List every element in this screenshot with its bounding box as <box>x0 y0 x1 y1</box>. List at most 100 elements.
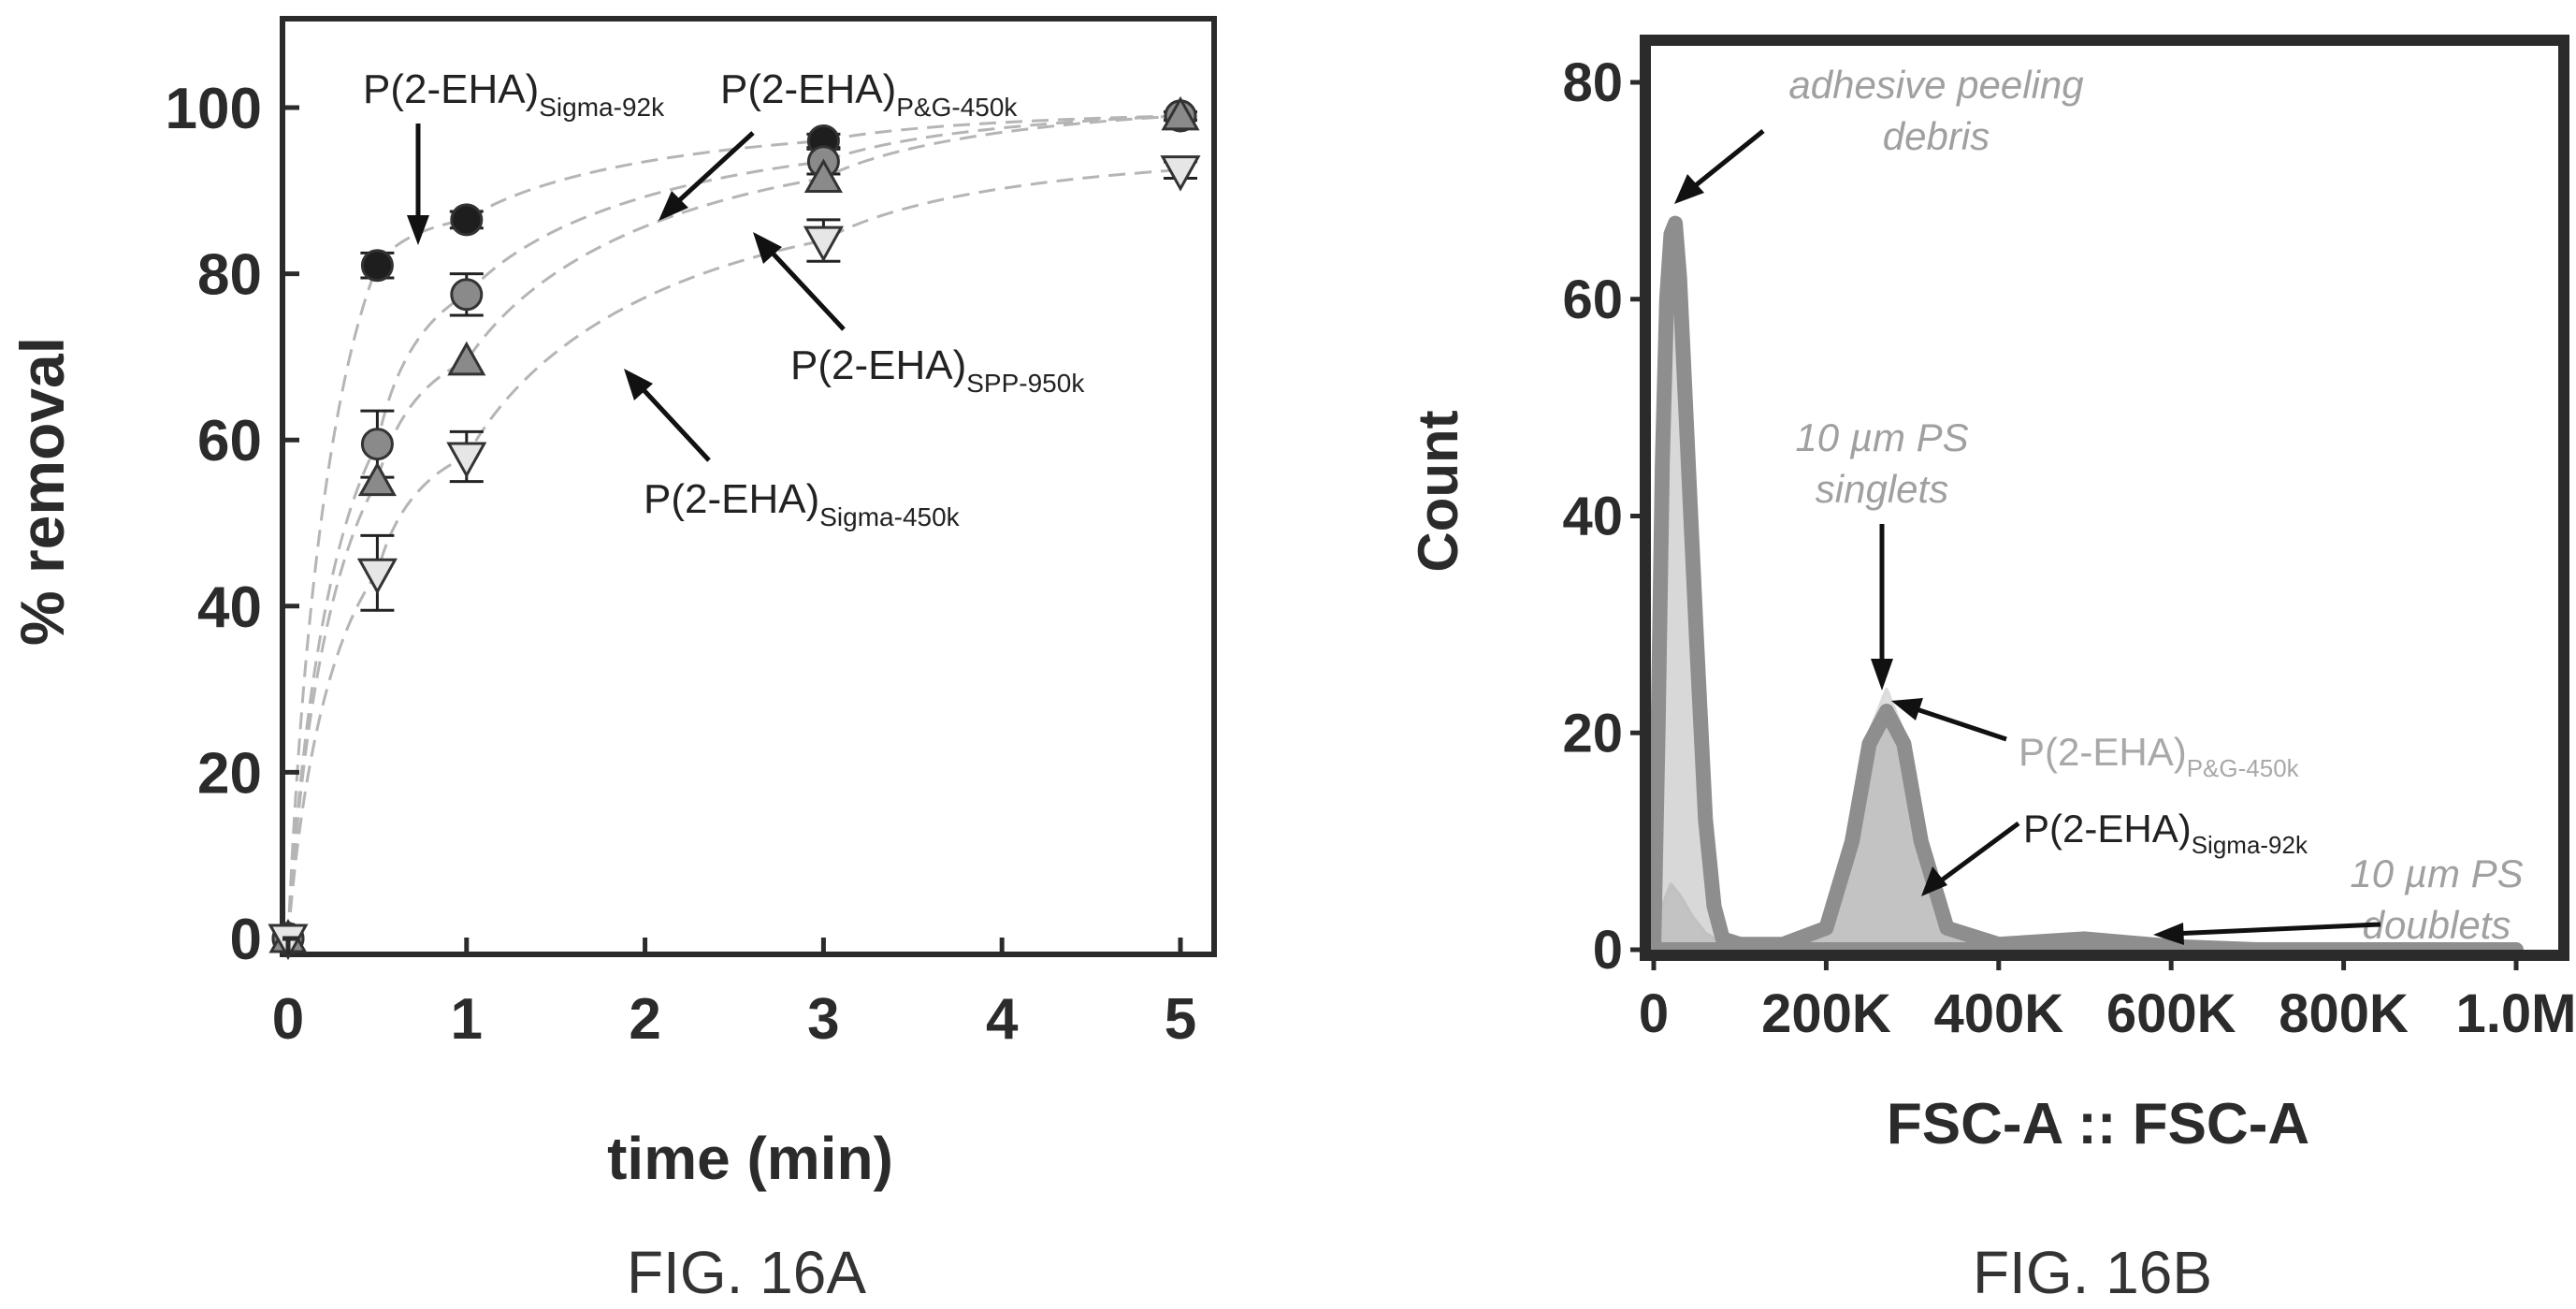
figure-label-16a: FIG. 16A <box>627 1239 866 1306</box>
arrow-line <box>763 243 846 331</box>
y-tick-label: 40 <box>1562 487 1623 547</box>
arrowhead <box>1871 659 1893 691</box>
y-axis-label-16a: % removal <box>7 337 77 646</box>
data-point <box>450 278 484 312</box>
data-point <box>357 461 397 497</box>
x-tick-label: 5 <box>1165 987 1196 1052</box>
y-tick-label: 0 <box>230 908 262 972</box>
annotation-main: P(2-EHA) <box>790 342 966 388</box>
fit-curve <box>286 114 1181 939</box>
arrowhead <box>2153 923 2184 945</box>
y-tick-labels-16a: 0 20 40 60 80 100 <box>166 77 262 972</box>
x-tick-label: 2 <box>629 987 660 1052</box>
annotation-line1: adhesive peeling <box>1788 63 2083 107</box>
x-axis-label-16a: time (min) <box>607 1125 893 1192</box>
x-tick-label: 3 <box>807 987 839 1052</box>
arrow-line <box>1689 129 1765 191</box>
arrow-line <box>634 380 711 462</box>
error-bars-16a <box>360 109 1197 612</box>
arrow-line <box>2171 922 2381 937</box>
annotation-main: P(2-EHA) <box>644 476 819 522</box>
histogram-fills-16b <box>1646 215 2524 957</box>
x-axis-label-16b: FSC-A :: FSC-A <box>1887 1092 2309 1156</box>
arrowhead <box>753 232 782 264</box>
chart-16a: 0 20 40 60 80 100 0 1 2 3 4 5 % removal time (min)… <box>7 16 1217 1306</box>
annotation-debris: adhesive peeling debris <box>1674 63 2084 204</box>
annotation-sigma-450k: P(2-EHA)Sigma-450k <box>624 369 961 531</box>
svg-text:P(2-EHA)SPP-950k: P(2-EHA)SPP-950k <box>790 342 1085 398</box>
annotation-sub: Sigma-450k <box>819 502 960 531</box>
tick-marks-16a <box>282 105 1183 954</box>
annotation-line1: 10 µm PS <box>2350 851 2523 895</box>
x-tick-label: 0 <box>1639 983 1669 1044</box>
fit-curve <box>286 114 1181 939</box>
annotation-doublets: 10 µm PS doublets <box>2153 851 2524 947</box>
arrowhead <box>1891 698 1923 720</box>
y-tick-label: 20 <box>197 741 262 806</box>
y-tick-label: 40 <box>197 575 262 640</box>
annotation-main: P(2-EHA) <box>363 66 539 112</box>
data-point <box>360 428 394 461</box>
annotation-sub: P&G-450k <box>896 93 1018 122</box>
arrow-line <box>1907 704 2007 742</box>
data-point <box>446 442 487 479</box>
figure-label-16b: FIG. 16B <box>1973 1239 2212 1306</box>
x-tick-label: 200K <box>1761 983 1891 1044</box>
data-point <box>356 558 398 595</box>
x-tick-label: 0 <box>272 987 304 1052</box>
y-tick-labels-16b: 0 20 40 60 80 <box>1562 52 1623 981</box>
arrow-line <box>1934 821 2020 887</box>
x-tick-label: 1.0M <box>2456 983 2576 1044</box>
data-point <box>447 341 486 376</box>
annotation-main: P(2-EHA) <box>2023 807 2192 851</box>
arrowhead <box>1921 866 1947 896</box>
arrowhead <box>624 369 653 400</box>
annotation-sub: Sigma-92k <box>2192 831 2308 859</box>
y-tick-label: 100 <box>166 77 262 141</box>
y-tick-label: 20 <box>1562 703 1623 764</box>
svg-text:P(2-EHA)Sigma-92k: P(2-EHA)Sigma-92k <box>2023 807 2308 859</box>
annotation-b-pg-450k: P(2-EHA)P&G-450k <box>1891 698 2300 782</box>
plot-frame-16a <box>280 16 1217 957</box>
data-point <box>803 225 844 263</box>
annotation-line2: debris <box>1883 114 1990 158</box>
x-tick-label: 4 <box>986 987 1019 1052</box>
fit-curve <box>286 168 1181 939</box>
y-tick-label: 80 <box>1562 52 1623 113</box>
tick-marks-16b <box>1630 80 2519 970</box>
chart-16b: 0 20 40 60 80 0 200K 400K 600K 800K 1.0M Count FS… <box>1407 35 2576 1306</box>
annotation-sub: Sigma-92k <box>539 93 665 122</box>
annotation-sigma-92k: P(2-EHA)Sigma-92k <box>363 66 665 245</box>
svg-text:P(2-EHA)Sigma-92k: P(2-EHA)Sigma-92k <box>363 66 665 122</box>
svg-text:P(2-EHA)P&G-450k: P(2-EHA)P&G-450k <box>720 66 1018 122</box>
annotation-sub: SPP-950k <box>966 369 1085 398</box>
annotation-pg-450k: P(2-EHA)P&G-450k <box>658 66 1018 221</box>
data-point <box>803 158 843 193</box>
x-tick-labels-16b: 0 200K 400K 600K 800K 1.0M <box>1639 983 2576 1044</box>
x-tick-label: 1 <box>451 987 483 1052</box>
y-axis-label-16b: Count <box>1407 410 1469 572</box>
svg-text:P(2-EHA)P&G-450k: P(2-EHA)P&G-450k <box>2019 730 2300 782</box>
x-tick-label: 400K <box>1933 983 2063 1044</box>
annotation-sub: P&G-450k <box>2187 754 2300 782</box>
annotation-line2: singlets <box>1816 467 1948 511</box>
x-tick-label: 600K <box>2106 983 2236 1044</box>
data-point <box>1160 155 1201 192</box>
y-tick-label: 60 <box>1562 269 1623 330</box>
fit-curves-16a <box>286 114 1181 939</box>
annotation-line1: 10 µm PS <box>1795 415 1968 459</box>
x-tick-label: 800K <box>2279 983 2409 1044</box>
y-tick-label: 60 <box>197 409 262 473</box>
annotation-main: P(2-EHA) <box>720 66 896 112</box>
arrow-line <box>673 131 755 206</box>
data-point <box>360 249 394 283</box>
annotation-b-sigma-92k: P(2-EHA)Sigma-92k <box>1921 807 2308 896</box>
annotation-main: P(2-EHA) <box>2019 730 2187 774</box>
arrowhead <box>407 215 429 245</box>
histogram-series <box>1646 215 2524 957</box>
annotation-singlets: 10 µm PS singlets <box>1795 415 1969 691</box>
fit-curve <box>286 114 1181 939</box>
data-point <box>450 203 484 237</box>
plot-frame-16b <box>1640 35 2569 961</box>
